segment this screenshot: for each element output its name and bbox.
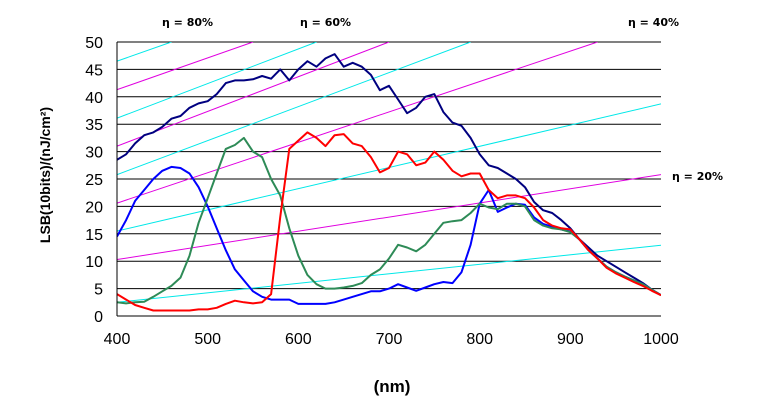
efficiency-line-5 [117, 42, 471, 176]
eta-label-20: η = 20% [672, 170, 723, 183]
y-tick-40: 40 [85, 90, 103, 107]
x-tick-1000: 1000 [643, 331, 679, 348]
y-tick-50: 50 [85, 35, 103, 52]
y-tick-labels: 0 5 10 15 20 25 30 35 40 45 50 [85, 35, 103, 326]
y-tick-25: 25 [85, 172, 103, 189]
x-tick-labels: 400 500 600 700 800 900 1000 [104, 331, 679, 348]
y-tick-20: 20 [85, 199, 103, 216]
eta-label-80: η = 80% [162, 16, 213, 29]
efficiency-line-8 [117, 42, 254, 91]
y-tick-0: 0 [94, 309, 103, 326]
x-axis-label: (nm) [374, 377, 411, 396]
efficiency-line-6 [117, 42, 390, 147]
efficiency-line-4 [117, 42, 598, 204]
x-tick-700: 700 [376, 331, 403, 348]
eta-label-60: η = 60% [300, 16, 351, 29]
y-tick-45: 45 [85, 62, 103, 79]
x-tick-800: 800 [466, 331, 493, 348]
y-tick-10: 10 [85, 254, 103, 271]
x-tick-900: 900 [557, 331, 584, 348]
y-tick-15: 15 [85, 227, 103, 244]
y-tick-30: 30 [85, 145, 103, 162]
y-axis-label: LSB(10bits)/(nJ/cm²) [37, 107, 53, 243]
efficiency-line-7 [117, 42, 317, 119]
eta-label-40: η = 40% [628, 16, 679, 29]
x-tick-500: 500 [194, 331, 221, 348]
efficiency-line-9 [117, 42, 172, 62]
series-layer [117, 53, 661, 312]
y-tick-5: 5 [94, 282, 103, 299]
x-tick-600: 600 [285, 331, 312, 348]
series-line-4 [117, 131, 661, 312]
y-tick-35: 35 [85, 117, 103, 134]
x-tick-400: 400 [104, 331, 131, 348]
efficiency-line-2 [117, 174, 661, 261]
series-line-1 [117, 53, 661, 297]
series-line-3 [117, 136, 661, 305]
efficiency-line-1 [117, 244, 661, 303]
